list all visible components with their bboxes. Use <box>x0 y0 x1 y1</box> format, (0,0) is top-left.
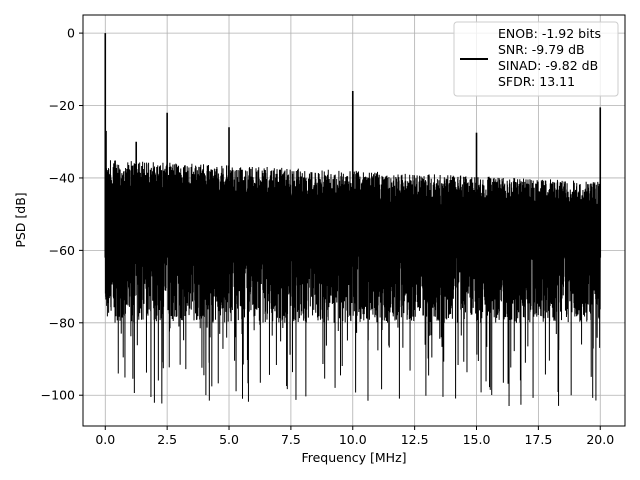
legend-entry-sinad: SINAD: -9.82 dB <box>498 58 598 73</box>
y-axis: 0 −20 −40 −60 −80 −100 <box>41 26 83 403</box>
y-axis-label: PSD [dB] <box>13 192 28 247</box>
x-axis: 0.0 2.5 5.0 7.5 10.0 12.5 15.0 17.5 20.0 <box>95 426 614 447</box>
series-spurs <box>104 33 602 258</box>
y-tick-label: −100 <box>41 388 75 403</box>
x-tick-label: 10.0 <box>339 432 367 447</box>
x-tick-label: 20.0 <box>586 432 614 447</box>
y-tick-label: −60 <box>49 243 75 258</box>
legend: ENOB: -1.92 bits SNR: -9.79 dB SINAD: -9… <box>453 21 619 97</box>
x-tick-label: 15.0 <box>463 432 491 447</box>
plot-frame <box>82 14 626 427</box>
x-tick-label: 12.5 <box>401 432 429 447</box>
x-tick-label: 2.5 <box>157 432 177 447</box>
x-tick-label: 5.0 <box>219 432 239 447</box>
x-tick-label: 17.5 <box>524 432 552 447</box>
legend-entry-sfdr: SFDR: 13.11 <box>498 74 575 89</box>
legend-entry-enob: ENOB: -1.92 bits <box>498 26 601 41</box>
legend-box <box>453 21 619 97</box>
x-axis-label: Frequency [MHz] <box>301 450 406 465</box>
y-tick-label: −40 <box>49 170 75 185</box>
y-tick-label: −20 <box>49 98 75 113</box>
y-tick-label: −80 <box>49 315 75 330</box>
legend-entry-snr: SNR: -9.79 dB <box>498 42 585 57</box>
x-tick-label: 7.5 <box>281 432 301 447</box>
y-tick-label: 0 <box>67 26 75 41</box>
x-tick-label: 0.0 <box>95 432 115 447</box>
